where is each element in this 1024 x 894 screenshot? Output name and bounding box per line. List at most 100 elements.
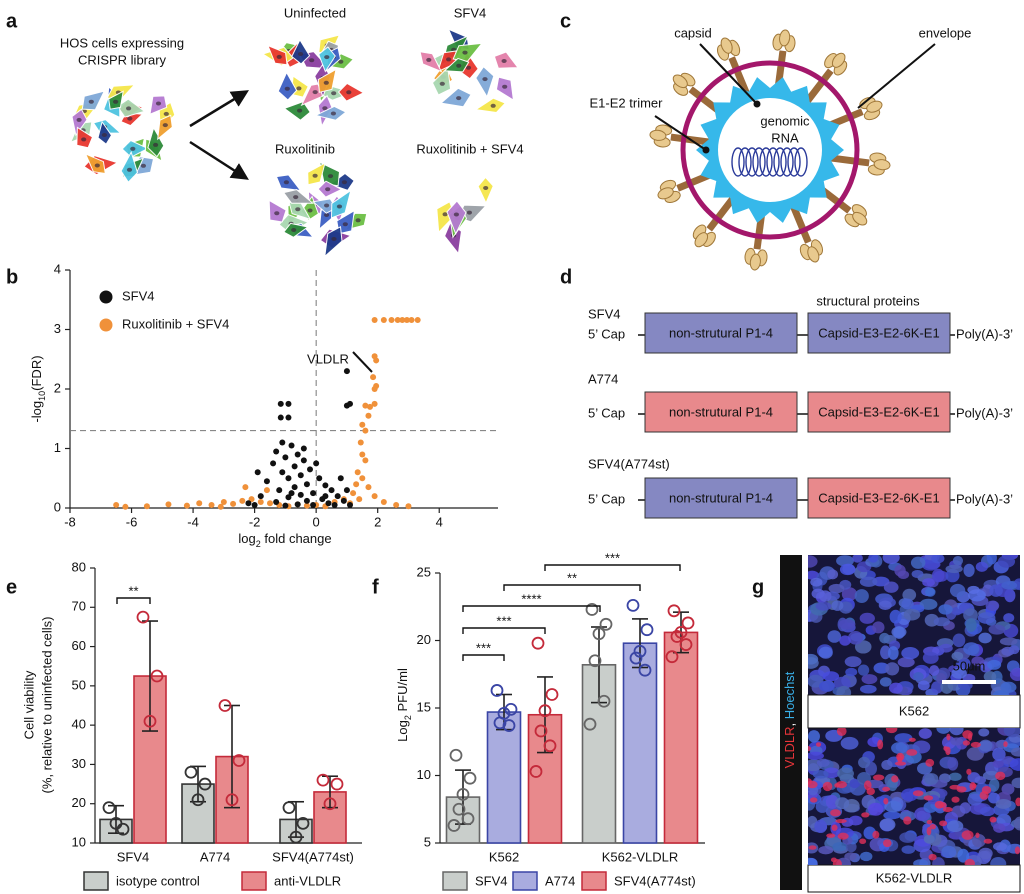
nucleus-blob <box>992 842 1007 851</box>
nucleus <box>127 116 133 121</box>
nucleus-blob <box>922 651 939 664</box>
vldlr-blob <box>832 858 842 865</box>
cell <box>120 150 139 184</box>
nucleus-blob <box>836 685 852 695</box>
data-point <box>291 484 298 491</box>
nucleus <box>466 210 472 215</box>
legend-label: SFV4 <box>122 288 155 303</box>
y-tick-label: 10 <box>72 834 86 849</box>
image-caption-box <box>807 694 1021 729</box>
nucleus-blob <box>857 664 870 676</box>
y-tick-label: 15 <box>417 699 431 714</box>
significance-label: ** <box>567 570 577 585</box>
nucleus-blob <box>818 846 834 855</box>
vldlr-blob <box>826 833 836 838</box>
nucleus <box>323 80 329 85</box>
leader <box>699 43 758 105</box>
vldlr-blob <box>836 780 847 789</box>
nucleus-blob <box>844 852 857 861</box>
y-axis-label-part: PFU/ml <box>395 668 410 715</box>
data-point <box>545 688 559 701</box>
data-point <box>310 490 317 497</box>
data-point <box>365 412 372 419</box>
nucleus <box>312 90 318 95</box>
nucleus <box>291 228 297 232</box>
nucleus <box>312 173 318 178</box>
nucleus-blob <box>978 739 993 752</box>
cell <box>419 51 443 73</box>
nucleus-blob <box>832 842 848 852</box>
nucleus-blob <box>1008 645 1020 655</box>
legend-label: A774 <box>545 873 575 888</box>
data-point <box>388 316 395 323</box>
nucleus-blob <box>948 772 962 781</box>
spike-stem <box>804 68 834 103</box>
nucleus-blob <box>902 588 917 601</box>
y-tick-label: 2 <box>54 380 61 395</box>
x-tick-label: 4 <box>436 514 443 529</box>
data-point <box>371 316 378 323</box>
image-caption-box <box>807 864 1021 893</box>
cell <box>446 200 467 236</box>
nucleus-blob <box>971 656 985 667</box>
condition-label: SFV4 <box>454 5 487 20</box>
error-bar <box>537 676 553 754</box>
nucleus-blob <box>982 770 1000 781</box>
caption: K562-VLDLR <box>876 870 953 885</box>
nucleus-blob <box>879 632 890 644</box>
nucleus-blob <box>859 851 873 862</box>
nucleus-blob <box>999 637 1018 646</box>
nucleus-blob <box>963 563 975 577</box>
y-tick-label: 20 <box>72 795 86 810</box>
nucleus <box>130 146 136 151</box>
cell <box>307 162 326 186</box>
rna-coil <box>780 147 794 177</box>
panel-label: a <box>6 10 18 32</box>
y-tick-label: 1 <box>54 440 61 455</box>
nucleus-blob <box>816 758 830 767</box>
data-point <box>300 457 307 464</box>
nucleus-blob <box>923 834 935 844</box>
nucleus <box>94 163 100 168</box>
nucleus-blob <box>808 555 818 568</box>
data-point <box>303 481 310 488</box>
nucleus-blob <box>985 600 1000 611</box>
significance-bracket <box>544 564 681 571</box>
cell-cluster <box>419 28 519 114</box>
y-tick-label: 20 <box>417 632 431 647</box>
data-point <box>245 500 252 507</box>
nucleus-blob <box>1009 668 1020 682</box>
vldlr-blob <box>906 749 918 756</box>
nucleus-blob <box>885 662 900 676</box>
rna-coil <box>752 147 766 177</box>
y-tick-label: 0 <box>54 499 61 514</box>
nucleus-blob <box>844 656 862 668</box>
nucleus-blob <box>979 806 996 817</box>
nucleus <box>446 57 452 62</box>
vldlr-blob <box>939 820 948 827</box>
nucleus-blob <box>950 737 964 746</box>
data-point <box>102 801 116 815</box>
data-point <box>143 714 157 728</box>
nucleus-blob <box>822 671 840 682</box>
nucleus-blob <box>815 800 830 813</box>
error-bar <box>224 704 240 809</box>
nucleus-blob <box>949 728 964 736</box>
data-point <box>449 748 463 762</box>
leader <box>857 43 936 109</box>
spike-stem <box>728 56 750 95</box>
vldlr-blob <box>969 782 976 791</box>
data-point <box>303 502 310 509</box>
nucleus <box>501 59 507 63</box>
nucleus-blob <box>859 684 877 694</box>
nucleus-blob <box>879 677 892 687</box>
nucleus-blob <box>903 608 921 621</box>
vldlr-blob <box>923 795 934 801</box>
leader-dot <box>702 146 710 154</box>
data-point <box>285 494 292 501</box>
stain-label: VLDLR, Hoechst <box>782 671 797 768</box>
data-point <box>316 475 323 482</box>
cell <box>431 66 452 96</box>
genome-segment <box>644 477 798 519</box>
data-point <box>629 651 643 665</box>
